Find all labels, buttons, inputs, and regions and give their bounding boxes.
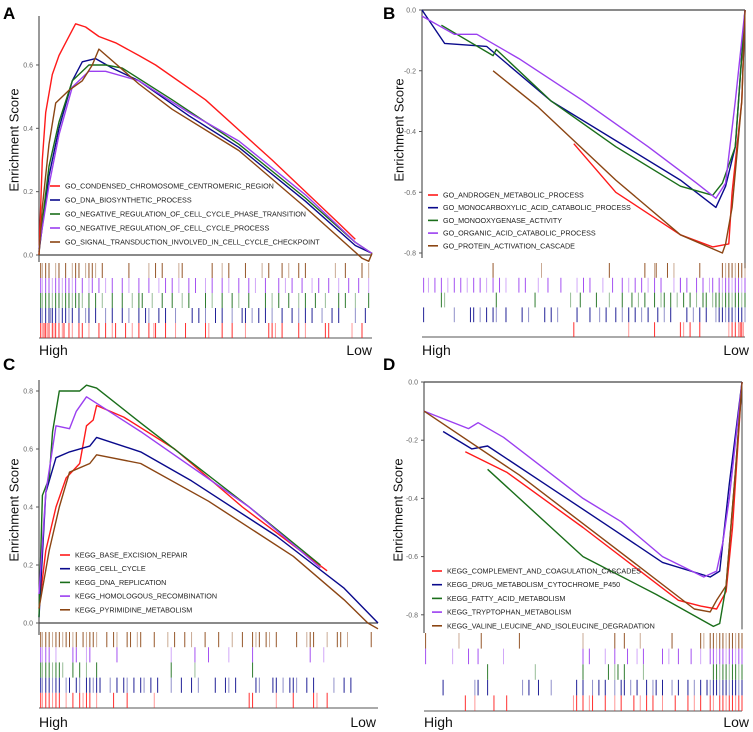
y-tick-label: -0.2 [406, 438, 418, 445]
legend-item: KEGG_BASE_EXCISION_REPAIR [60, 551, 188, 560]
x-end-label: Low [346, 342, 373, 358]
legend-label: GO_ANDROGEN_METABOLIC_PROCESS [443, 191, 584, 200]
y-tick-label: 0.2 [23, 189, 33, 196]
x-start-label: High [422, 342, 451, 358]
legend-label: GO_MONOCARBOXYLIC_ACID_CATABOLIC_PROCESS [443, 203, 631, 212]
es-curve-purple [423, 381, 743, 578]
y-tick-label: 0.6 [23, 62, 33, 69]
x-end-label: Low [723, 342, 750, 358]
legend-label: KEGG_COMPLEMENT_AND_COAGULATION_CASCADES [447, 567, 641, 576]
legend-label: KEGG_PYRIMIDINE_METABOLISM [75, 605, 192, 614]
y-axis-label: Enrichment Score [392, 78, 407, 181]
legend-label: KEGG_TRYPTOPHAN_METABOLISM [447, 608, 571, 617]
x-end-label: Low [350, 714, 377, 730]
y-tick-label: 0.0 [23, 621, 33, 628]
legend-label: KEGG_BASE_EXCISION_REPAIR [75, 551, 188, 560]
es-curve-purple [38, 396, 321, 595]
legend-item: GO_CONDENSED_CHROMOSOME_CENTROMERIC_REGI… [50, 182, 274, 191]
y-tick-label: -0.8 [404, 251, 416, 258]
legend-label: GO_CONDENSED_CHROMOSOME_CENTROMERIC_REGI… [65, 182, 274, 191]
legend-label: KEGG_DRUG_METABOLISM_CYTOCHROME_P450 [447, 580, 620, 589]
legend-label: KEGG_FATTY_ACID_METABOLISM [447, 594, 565, 603]
y-tick-label: 0.4 [23, 126, 33, 133]
y-tick-label: 0.8 [23, 389, 33, 396]
es-curve-blue [38, 57, 373, 255]
legend-item: GO_SIGNAL_TRANSDUCTION_INVOLVED_IN_CELL_… [50, 238, 320, 247]
es-curve-brown [38, 48, 373, 262]
es-curve-blue [38, 436, 379, 624]
legend-item: GO_MONOCARBOXYLIC_ACID_CATABOLIC_PROCESS [428, 203, 631, 212]
y-tick-label: 0.6 [23, 447, 33, 454]
legend-item: GO_NEGATIVE_REGULATION_OF_CELL_CYCLE_PRO… [50, 224, 269, 233]
legend-label: GO_MONOOXYGENASE_ACTIVITY [443, 216, 562, 225]
panel-label: D [383, 355, 395, 374]
legend-label: GO_NEGATIVE_REGULATION_OF_CELL_CYCLE_PRO… [65, 224, 269, 233]
legend-item: GO_NEGATIVE_REGULATION_OF_CELL_CYCLE_PHA… [50, 210, 306, 219]
y-axis-label: Enrichment Score [7, 88, 22, 191]
legend-label: GO_ORGANIC_ACID_CATABOLIC_PROCESS [443, 229, 596, 238]
legend-item: GO_DNA_BIOSYNTHETIC_PROCESS [50, 196, 192, 205]
legend-item: GO_ORGANIC_ACID_CATABOLIC_PROCESS [428, 229, 596, 238]
legend-label: KEGG_HOMOLOGOUS_RECOMBINATION [75, 592, 217, 601]
y-tick-label: 0.0 [408, 380, 418, 387]
legend-label: KEGG_VALINE_LEUCINE_AND_ISOLEUCINE_DEGRA… [447, 621, 655, 630]
legend-label: GO_DNA_BIOSYNTHETIC_PROCESS [65, 196, 192, 205]
legend-item: KEGG_CELL_CYCLE [60, 564, 146, 573]
legend-label: KEGG_CELL_CYCLE [75, 564, 146, 573]
legend-item: GO_PROTEIN_ACTIVATION_CASCADE [428, 241, 575, 250]
es-curve-green [441, 9, 746, 196]
es-curve-purple [38, 70, 373, 254]
es-curve-brown [492, 9, 746, 254]
x-start-label: High [424, 714, 453, 730]
legend-item: GO_MONOOXYGENASE_ACTIVITY [428, 216, 562, 225]
legend-item: KEGG_TRYPTOPHAN_METABOLISM [432, 608, 571, 617]
legend-item: KEGG_DNA_REPLICATION [60, 578, 166, 587]
y-tick-label: 0.0 [406, 8, 416, 15]
legend-item: GO_ANDROGEN_METABOLIC_PROCESS [428, 191, 584, 200]
es-curve-red [464, 381, 743, 610]
y-tick-label: 0.0 [23, 253, 33, 260]
panel-label: A [3, 4, 15, 23]
es-curve-blue [421, 9, 746, 209]
x-end-label: Low [723, 714, 750, 730]
y-tick-label: 0.2 [23, 563, 33, 570]
panel-a: A 0.0 0.2 0.4 0.6 Enrichment Score High Low GO_C… [3, 4, 373, 358]
legend-item: KEGG_PYRIMIDINE_METABOLISM [60, 605, 192, 614]
x-start-label: High [39, 342, 68, 358]
legend-label: KEGG_DNA_REPLICATION [75, 578, 166, 587]
legend-item: KEGG_DRUG_METABOLISM_CYTOCHROME_P450 [432, 580, 620, 589]
y-tick-label: 0.4 [23, 505, 33, 512]
y-tick-label: -0.8 [406, 612, 418, 619]
legend-item: KEGG_HOMOLOGOUS_RECOMBINATION [60, 592, 217, 601]
y-tick-label: -0.4 [404, 129, 416, 136]
panel-d: D 0.0 -0.2 -0.4 -0.6 -0.8 Enrichment Score High… [383, 355, 750, 730]
x-start-label: High [39, 714, 68, 730]
es-curve-brown [423, 381, 743, 613]
legend-item: KEGG_VALINE_LEUCINE_AND_ISOLEUCINE_DEGRA… [432, 621, 655, 630]
es-curve-purple [421, 9, 746, 199]
panel-b: B 0.0 -0.2 -0.4 -0.6 -0.8 Enrichment Score High… [383, 4, 750, 358]
y-axis-label: Enrichment Score [7, 458, 22, 561]
legend-item: KEGG_COMPLEMENT_AND_COAGULATION_CASCADES [432, 567, 641, 576]
es-curve-brown [38, 454, 379, 630]
y-tick-label: -0.6 [406, 554, 418, 561]
legend-label: GO_SIGNAL_TRANSDUCTION_INVOLVED_IN_CELL_… [65, 238, 320, 247]
es-curve-blue [442, 381, 743, 578]
es-curve-red [38, 23, 356, 256]
legend-label: GO_NEGATIVE_REGULATION_OF_CELL_CYCLE_PHA… [65, 210, 306, 219]
panel-label: B [383, 4, 395, 23]
es-curve-green [487, 381, 743, 628]
panel-label: C [3, 355, 15, 374]
y-tick-label: -0.4 [406, 496, 418, 503]
legend-item: KEGG_FATTY_ACID_METABOLISM [432, 594, 565, 603]
panel-c: C 0.0 0.2 0.4 0.6 0.8 Enrichment Score High Low K… [3, 355, 379, 730]
y-axis-label: Enrichment Score [391, 458, 406, 561]
es-curve-green [38, 64, 373, 254]
y-tick-label: -0.6 [404, 190, 416, 197]
y-tick-label: -0.2 [404, 68, 416, 75]
legend-label: GO_PROTEIN_ACTIVATION_CASCADE [443, 241, 575, 250]
